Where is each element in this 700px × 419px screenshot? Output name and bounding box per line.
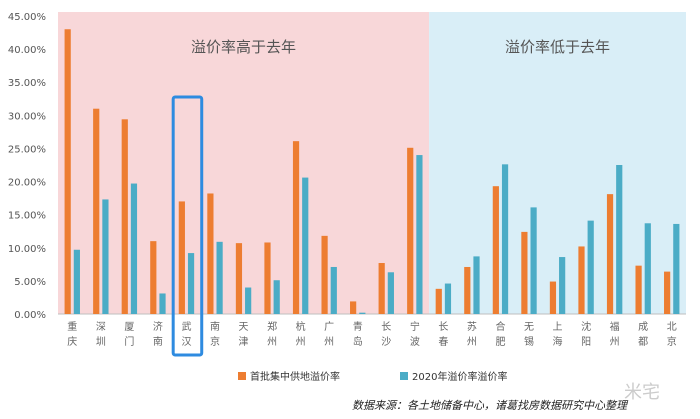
bar-series1 bbox=[350, 301, 357, 314]
bar-series1 bbox=[378, 263, 385, 314]
bar-series1 bbox=[521, 231, 528, 314]
y-tick-label: 20.00% bbox=[8, 178, 46, 189]
bar-series2 bbox=[73, 249, 80, 314]
y-tick-label: 25.00% bbox=[8, 144, 46, 155]
bar-series2 bbox=[587, 220, 594, 314]
y-tick-label: 10.00% bbox=[8, 244, 46, 255]
region-band-1 bbox=[429, 12, 686, 314]
x-category-label: 合肥 bbox=[495, 320, 505, 348]
bar-series2 bbox=[644, 223, 651, 314]
x-category-label: 天津 bbox=[239, 322, 249, 348]
bar-series2 bbox=[130, 183, 138, 314]
x-category-label: 重庆 bbox=[67, 320, 77, 348]
x-category-label: 杭州 bbox=[296, 320, 306, 348]
bar-series1 bbox=[121, 119, 128, 314]
bar-series1 bbox=[207, 193, 214, 314]
watermark: 米宅 bbox=[624, 382, 660, 403]
x-category-label: 深圳 bbox=[96, 321, 106, 348]
x-category-label: 郑州 bbox=[267, 320, 277, 348]
bar-series2 bbox=[530, 207, 537, 314]
bar-series2 bbox=[473, 256, 480, 314]
bar-series2 bbox=[416, 155, 423, 314]
y-tick-label: 15.00% bbox=[8, 211, 46, 222]
legend-swatch-1 bbox=[238, 372, 246, 380]
bar-series2 bbox=[102, 199, 109, 314]
bar-series1 bbox=[178, 201, 185, 314]
y-tick-label: 0.00% bbox=[14, 310, 46, 321]
bar-series2 bbox=[216, 241, 223, 314]
source-note: 数据来源：各土地储备中心，诸葛找房数据研究中心整理 bbox=[352, 399, 629, 412]
x-category-label: 北京 bbox=[667, 321, 677, 348]
y-tick-label: 45.00% bbox=[8, 12, 46, 23]
legend-swatch-2 bbox=[400, 372, 408, 380]
x-category-label: 苏州 bbox=[467, 320, 477, 348]
bar-series1 bbox=[321, 235, 328, 314]
x-category-label: 厦门 bbox=[124, 321, 134, 348]
x-category-label: 成都 bbox=[638, 321, 648, 348]
bar-series2 bbox=[273, 280, 280, 314]
x-category-label: 济南 bbox=[153, 320, 163, 348]
bar-series2 bbox=[673, 223, 680, 314]
bar-series1 bbox=[150, 241, 157, 314]
bar-series1 bbox=[606, 194, 614, 314]
bar-series2 bbox=[330, 266, 337, 314]
bar-series2 bbox=[444, 283, 452, 314]
bar-series2 bbox=[359, 312, 366, 314]
legend-label-2: 2020年溢价率溢价率 bbox=[412, 370, 507, 383]
x-category-label: 沈阳 bbox=[581, 320, 591, 348]
bar-series1 bbox=[549, 281, 557, 314]
bar-series2 bbox=[616, 165, 623, 314]
x-category-label: 福州 bbox=[610, 320, 620, 348]
highlight-box bbox=[171, 95, 204, 357]
x-category-label: 长沙 bbox=[381, 321, 391, 348]
x-category-label: 宁波 bbox=[410, 320, 420, 348]
x-category-label: 广州 bbox=[324, 321, 334, 348]
y-tick-label: 30.00% bbox=[8, 111, 46, 122]
bar-series1 bbox=[93, 108, 100, 314]
bar-series1 bbox=[492, 186, 499, 314]
bar-series1 bbox=[435, 288, 442, 314]
bar-series2 bbox=[245, 287, 252, 314]
x-category-label: 青岛 bbox=[353, 320, 363, 348]
region-band-0 bbox=[58, 12, 430, 314]
bar-series1 bbox=[635, 265, 642, 314]
bar-series1 bbox=[292, 141, 300, 314]
region-label-0: 溢价率高于去年 bbox=[191, 38, 296, 56]
bar-series2 bbox=[187, 253, 195, 314]
y-tick-label: 5.00% bbox=[14, 277, 46, 288]
x-category-label: 武汉 bbox=[181, 320, 191, 348]
bar-series1 bbox=[64, 29, 71, 314]
bar-series2 bbox=[387, 272, 394, 314]
bar-series1 bbox=[578, 246, 585, 314]
y-tick-label: 40.00% bbox=[8, 45, 46, 56]
region-label-1: 溢价率低于去年 bbox=[505, 38, 610, 56]
bar-series1 bbox=[664, 271, 671, 314]
y-tick-label: 35.00% bbox=[8, 78, 46, 89]
x-category-label: 南京 bbox=[210, 320, 220, 348]
bar-series1 bbox=[407, 147, 414, 314]
bar-series1 bbox=[235, 243, 243, 314]
x-category-label: 长春 bbox=[438, 321, 448, 348]
bar-series1 bbox=[464, 266, 471, 314]
bar-series1 bbox=[264, 242, 271, 314]
x-category-label: 无锡 bbox=[524, 322, 534, 348]
bar-series2 bbox=[302, 177, 309, 314]
x-category-label: 上海 bbox=[553, 321, 563, 348]
bar-series2 bbox=[159, 293, 166, 314]
legend-label-1: 首批集中供地溢价率 bbox=[250, 370, 340, 383]
bar-series2 bbox=[501, 164, 509, 314]
bar-series2 bbox=[559, 257, 566, 314]
